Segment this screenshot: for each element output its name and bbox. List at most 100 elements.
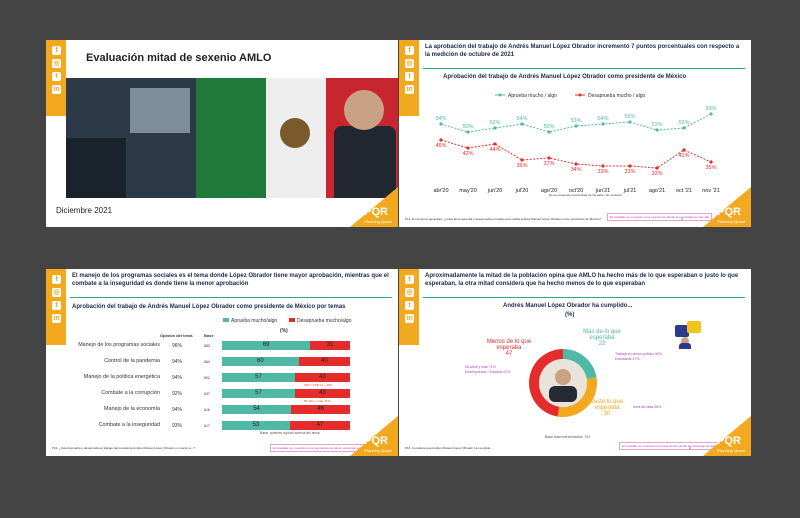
data-label: 33%	[624, 169, 635, 175]
x-tick-label: jun'20	[487, 188, 503, 194]
divider	[70, 297, 392, 298]
social-bar: f ◎ t in	[399, 269, 419, 345]
row-base: 617	[204, 424, 210, 428]
x-tick-label: jul'21	[623, 188, 637, 194]
bar-approve: 53	[222, 421, 290, 430]
pqr-logo: PQR Planning Quant	[703, 187, 751, 227]
data-point	[709, 160, 713, 164]
x-tick-label: may'20	[459, 188, 477, 194]
x-tick-label: jun'21	[595, 188, 611, 194]
data-label: 50%	[543, 124, 554, 130]
data-point	[520, 122, 524, 126]
data-point	[655, 128, 659, 132]
data-point	[628, 164, 632, 168]
data-label: 54%	[435, 116, 446, 122]
data-label: 41%	[678, 153, 689, 159]
legend-disapprove: Desaprueba mucho/algo	[289, 318, 351, 324]
bar-approve: 57	[222, 389, 295, 398]
data-point	[628, 120, 632, 124]
slide-expectations[interactable]: f ◎ t in Aproximadamente la mitad de la …	[399, 269, 751, 456]
data-point	[466, 130, 470, 134]
row-opinion: 94%	[172, 407, 183, 413]
facebook-icon: f	[52, 46, 61, 55]
data-point	[574, 124, 578, 128]
slice-label-menos: Menos de lo que esperaba 47	[486, 339, 532, 357]
data-label: 34%	[570, 167, 581, 173]
data-label: 54%	[597, 116, 608, 122]
page-number: 2	[681, 217, 683, 221]
segment-note-3b: Desempleado / Jubilado 67%	[465, 370, 511, 374]
facebook-icon: f	[405, 46, 414, 55]
donut-slice	[563, 349, 597, 379]
x-tick-label: ago'21	[649, 188, 665, 194]
unit-label: (%)	[280, 328, 288, 334]
slide-title[interactable]: f ◎ t in Evaluación mitad de sexenio AML…	[46, 40, 398, 227]
data-label: 46%	[435, 143, 446, 149]
row-opinion: 92%	[172, 391, 183, 397]
slide-approval-trend[interactable]: f ◎ t in La aprobación del trabajo de An…	[399, 40, 751, 227]
guard-image	[66, 138, 126, 198]
data-label: 55%	[624, 114, 635, 120]
data-point	[493, 142, 497, 146]
slide-headline: El manejo de los programas sociales es e…	[72, 273, 389, 287]
data-label: 36%	[516, 163, 527, 169]
segment-note-2: Ama de casa 36%	[633, 405, 662, 409]
people-icon	[675, 321, 703, 349]
bar-disapprove: 43	[294, 389, 350, 398]
slice-label-mas: Más de lo que esperaba 22	[583, 329, 621, 347]
data-point	[655, 166, 659, 170]
data-point	[709, 112, 713, 116]
bar-disapprove: 47	[289, 421, 350, 430]
data-label: 42%	[462, 151, 473, 157]
row-base: 664	[204, 360, 210, 364]
slide-approval-by-topic[interactable]: f ◎ t in El manejo de los programas soci…	[46, 269, 398, 456]
social-bar: f ◎ t in	[399, 40, 419, 116]
row-base: 592	[204, 376, 210, 380]
data-point	[439, 122, 443, 126]
row-label: Manejo de la política energética	[83, 374, 160, 380]
legend-approve: Aprueba mucho/algo	[223, 318, 277, 324]
row-label: Combate a la inseguridad	[98, 422, 160, 428]
disclaimer: El resultado se muestra en los segmentos…	[607, 213, 713, 221]
legend-label: Desaprueba mucho / algo	[588, 93, 645, 99]
data-label: 52%	[678, 120, 689, 126]
cover-photo	[66, 78, 398, 198]
legend-marker	[578, 93, 582, 97]
row-label: Combate a la corrupción	[101, 390, 160, 396]
segment-note-1b: Estudiante 47%	[615, 357, 640, 361]
chart-title: Andrés Manuel López Obrador ha cumplido.…	[503, 303, 633, 309]
unit-label: (%)	[565, 312, 575, 318]
divider	[423, 68, 745, 69]
page-number: 3	[689, 446, 691, 450]
row-opinion: 94%	[172, 359, 183, 365]
segment-note-3: 55 años y más 71%	[465, 365, 496, 369]
social-bar: f ◎ t in	[46, 40, 66, 116]
twitter-icon: t	[52, 72, 61, 81]
chart-title: Aprobación del trabajo de Andrés Manuel …	[443, 74, 687, 80]
bar-approve: 54	[222, 405, 292, 414]
legend-label: Aprueba mucho / algo	[508, 93, 557, 99]
chart-title: Aprobación del trabajo de Andrés Manuel …	[72, 304, 346, 310]
data-label: 44%	[489, 147, 500, 153]
instagram-icon: ◎	[52, 59, 61, 68]
flag-emblem-icon	[280, 118, 310, 148]
segment-note-1: 400 Y 4 Mil Ce - 43%	[304, 383, 333, 387]
president-figure	[334, 126, 396, 198]
question-text: P12. En términos generales, ¿usted tanto…	[405, 217, 601, 221]
data-label: 59%	[705, 106, 716, 112]
linkedin-icon: in	[52, 85, 61, 94]
pqr-logo: PQR Planning Quant	[350, 416, 398, 456]
row-base: 683	[204, 344, 210, 348]
data-point	[682, 148, 686, 152]
data-label: 51%	[651, 122, 662, 128]
slide-title-text: Evaluación mitad de sexenio AMLO	[86, 52, 272, 64]
row-opinion: 94%	[172, 375, 183, 381]
bar-disapprove: 31	[310, 341, 350, 350]
x-tick-label: oct '21	[676, 188, 692, 194]
data-point	[547, 130, 551, 134]
twitter-icon: t	[405, 301, 414, 310]
data-point	[682, 126, 686, 130]
data-label: 53%	[570, 118, 581, 124]
segment-note-1: Trabaja en sector público 50%	[615, 352, 663, 356]
data-point	[520, 158, 524, 162]
